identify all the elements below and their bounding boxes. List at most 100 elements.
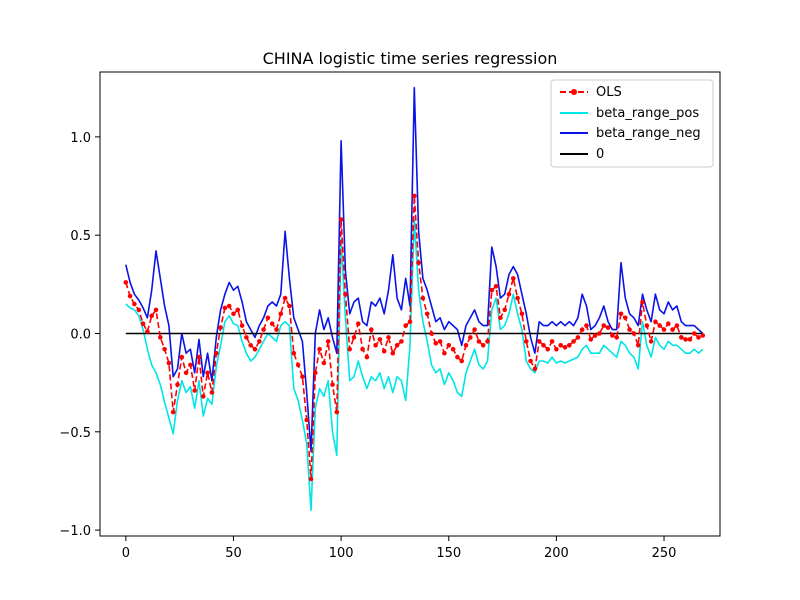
ols-point: [446, 343, 452, 348]
ols-point: [515, 295, 520, 301]
ols-point: [364, 354, 370, 360]
ols-point: [377, 337, 383, 342]
ols-point: [532, 366, 538, 372]
y-tick-label: 0.5: [70, 229, 91, 244]
ols-point: [605, 325, 611, 330]
ols-point: [653, 319, 658, 325]
ols-point: [334, 409, 340, 415]
ols-point: [631, 331, 637, 336]
ols-point: [351, 335, 357, 340]
series-line-beta-range-neg: [125, 86, 704, 453]
ols-point: [424, 311, 430, 317]
ols-point: [373, 343, 378, 348]
ols-point: [295, 362, 301, 368]
ols-point: [545, 346, 551, 352]
ols-point: [291, 350, 297, 356]
x-tick-label: 250: [652, 546, 677, 561]
ols-point: [175, 382, 180, 387]
ols-point: [536, 339, 542, 344]
ols-point: [269, 321, 275, 327]
ols-point: [691, 331, 697, 336]
ols-point: [330, 382, 335, 387]
ols-point: [136, 307, 142, 313]
ols-point: [511, 276, 516, 281]
ols-point: [614, 335, 619, 340]
ols-point: [381, 348, 387, 354]
ols-point: [562, 345, 568, 350]
ols-point: [524, 339, 529, 344]
ols-point: [442, 350, 447, 356]
ols-point: [196, 354, 202, 360]
ols-point: [158, 335, 163, 340]
ols-point: [640, 299, 645, 305]
ols-point: [575, 335, 581, 340]
ols-point: [437, 339, 443, 344]
ols-point: [627, 327, 632, 332]
ols-point: [601, 323, 607, 328]
ols-point: [648, 339, 654, 344]
ols-point: [149, 313, 154, 319]
ols-point: [300, 374, 305, 380]
legend-frame: [550, 79, 714, 168]
ols-point: [674, 323, 680, 328]
legend-marker-ols: [571, 89, 577, 95]
ols-point: [205, 370, 210, 376]
ols-point: [489, 287, 495, 293]
ols-point: [696, 335, 701, 340]
ols-point: [145, 329, 150, 334]
ols-point: [528, 358, 533, 364]
ols-point: [485, 339, 490, 344]
legend-label-zero: 0: [596, 147, 604, 162]
ols-point: [386, 335, 391, 340]
ols-point: [153, 307, 159, 313]
ols-point: [265, 315, 271, 321]
ols-point: [412, 193, 417, 199]
ols-point: [257, 339, 262, 344]
ols-point: [584, 323, 589, 328]
ols-point: [369, 327, 374, 332]
ols-point: [356, 321, 361, 327]
ols-point: [218, 325, 223, 330]
ols-point: [670, 327, 675, 332]
ols-point: [209, 390, 215, 395]
ols-point: [493, 284, 499, 289]
ols-point: [618, 311, 624, 317]
ols-point: [179, 354, 185, 360]
ols-point: [472, 327, 477, 332]
ols-point: [541, 343, 546, 348]
ols-point: [480, 343, 486, 348]
x-tick-label: 50: [225, 546, 242, 561]
ols-point: [588, 337, 594, 342]
ols-point: [222, 305, 228, 311]
y-tick-label: −0.5: [59, 426, 91, 441]
x-tick-label: 0: [122, 546, 130, 561]
series-line-beta-range-pos: [125, 218, 704, 512]
ols-point: [506, 291, 512, 297]
ols-point: [407, 319, 413, 325]
ols-point: [429, 331, 434, 336]
ols-point: [476, 339, 482, 344]
ols-point: [554, 346, 559, 352]
ols-point: [317, 346, 322, 352]
legend-label-ols: OLS: [596, 85, 622, 100]
ols-point: [610, 333, 615, 338]
ols-point: [287, 303, 292, 309]
x-tick-label: 150: [436, 546, 461, 561]
legend: OLS beta_range_pos beta_range_neg 0: [550, 79, 714, 168]
ols-point: [635, 343, 641, 348]
ols-point: [248, 343, 253, 348]
y-tick-label: 0.0: [70, 327, 91, 342]
ols-point: [313, 370, 318, 376]
ols-point: [201, 394, 206, 399]
ols-point: [468, 335, 473, 340]
ols-point: [274, 327, 279, 332]
ols-point: [140, 321, 146, 327]
ols-point: [390, 350, 396, 356]
y-tick-label: 1.0: [70, 131, 91, 146]
ols-point: [170, 409, 176, 415]
legend-label-beta-range-neg: beta_range_neg: [596, 126, 701, 141]
ols-point: [321, 360, 327, 366]
ols-point: [420, 295, 426, 301]
ols-point: [192, 388, 197, 393]
